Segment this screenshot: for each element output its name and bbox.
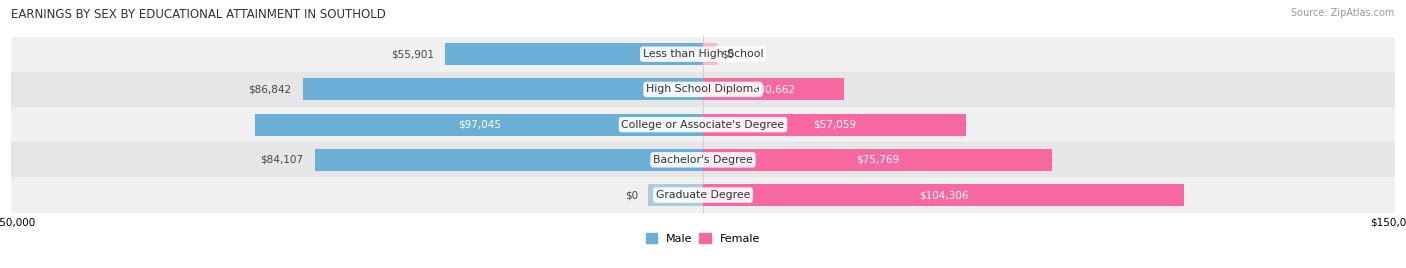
Text: $0: $0 (626, 190, 638, 200)
Bar (648, 184, 703, 206)
Text: $75,769: $75,769 (856, 155, 900, 165)
Text: EARNINGS BY SEX BY EDUCATIONAL ATTAINMENT IN SOUTHOLD: EARNINGS BY SEX BY EDUCATIONAL ATTAINMEN… (11, 8, 387, 21)
Bar (11, 37, 1395, 72)
Text: $0: $0 (721, 49, 734, 59)
Text: $57,059: $57,059 (813, 120, 856, 130)
Text: Graduate Degree: Graduate Degree (655, 190, 751, 200)
Legend: Male, Female: Male, Female (641, 229, 765, 248)
Bar (703, 114, 966, 136)
Text: High School Diploma: High School Diploma (647, 84, 759, 94)
Text: $55,901: $55,901 (391, 49, 433, 59)
Text: College or Associate's Degree: College or Associate's Degree (621, 120, 785, 130)
Text: $84,107: $84,107 (260, 155, 304, 165)
Text: Bachelor's Degree: Bachelor's Degree (652, 155, 754, 165)
Bar (703, 149, 1053, 171)
Bar (315, 149, 703, 171)
Bar (11, 177, 1395, 213)
Text: $30,662: $30,662 (752, 84, 796, 94)
Bar (11, 72, 1395, 107)
Bar (703, 43, 717, 65)
Bar (11, 107, 1395, 142)
Bar (11, 142, 1395, 177)
Bar (302, 79, 703, 100)
Bar (446, 43, 703, 65)
Bar (703, 79, 845, 100)
Text: $86,842: $86,842 (247, 84, 291, 94)
Text: Source: ZipAtlas.com: Source: ZipAtlas.com (1291, 8, 1395, 18)
Text: Less than High School: Less than High School (643, 49, 763, 59)
Text: $97,045: $97,045 (458, 120, 501, 130)
Text: $104,306: $104,306 (918, 190, 969, 200)
Bar (256, 114, 703, 136)
Bar (703, 184, 1184, 206)
